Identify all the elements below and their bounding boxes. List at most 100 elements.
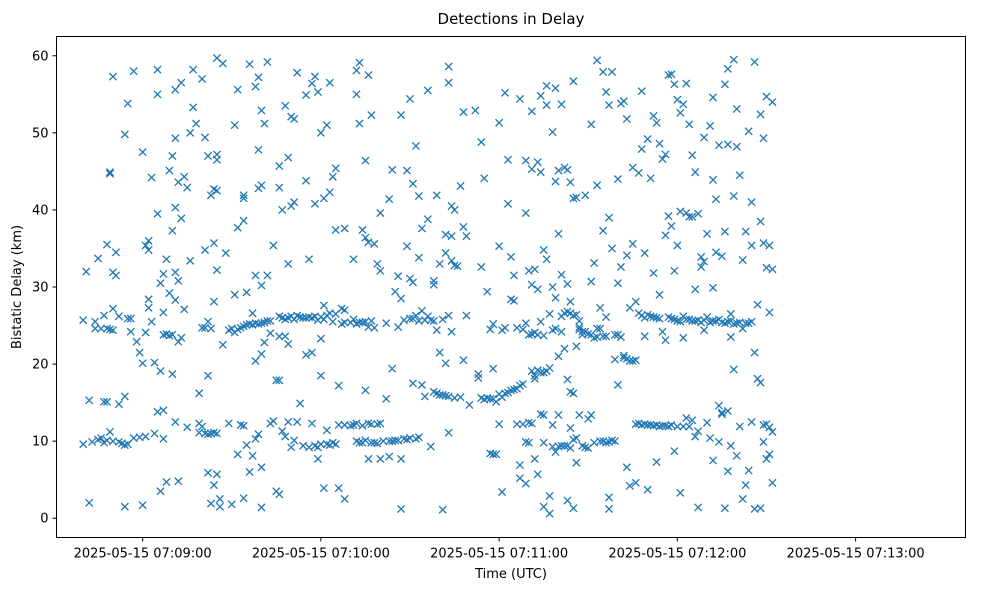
data-point xyxy=(174,477,183,486)
data-point xyxy=(628,356,637,366)
data-point xyxy=(301,313,311,322)
data-point xyxy=(230,121,239,130)
data-point xyxy=(685,120,694,129)
y-tick-label: 60 xyxy=(32,49,49,64)
data-point xyxy=(373,439,382,448)
data-point xyxy=(203,151,213,161)
data-point xyxy=(679,422,688,431)
data-point xyxy=(572,342,581,351)
data-point xyxy=(551,447,560,457)
data-point xyxy=(563,375,572,384)
data-point xyxy=(206,499,216,508)
data-point xyxy=(450,261,459,270)
data-point xyxy=(640,249,649,258)
data-point xyxy=(649,313,658,322)
data-point xyxy=(212,155,221,164)
data-point xyxy=(123,440,132,449)
data-point xyxy=(708,283,718,292)
data-point xyxy=(646,312,655,321)
data-point xyxy=(307,419,317,428)
data-point xyxy=(705,121,715,130)
data-point xyxy=(281,432,290,441)
data-point xyxy=(423,86,432,95)
data-point xyxy=(251,271,260,280)
data-point xyxy=(420,392,429,401)
data-point xyxy=(495,242,504,251)
data-point xyxy=(120,440,129,450)
data-point xyxy=(171,134,180,143)
data-point xyxy=(622,463,631,472)
data-point xyxy=(284,339,293,349)
data-point xyxy=(328,317,337,326)
data-point xyxy=(239,494,248,503)
data-point xyxy=(382,319,391,328)
data-point xyxy=(105,168,115,177)
data-point xyxy=(539,410,548,420)
data-point xyxy=(376,419,385,428)
data-point xyxy=(370,438,379,447)
data-point xyxy=(242,288,251,297)
x-tick-label: 2025-05-15 07:10:00 xyxy=(252,547,390,562)
data-point xyxy=(729,365,738,374)
data-point xyxy=(673,316,682,325)
data-point xyxy=(539,245,548,255)
data-point xyxy=(483,287,492,296)
data-point xyxy=(200,133,210,142)
data-point xyxy=(563,496,572,505)
data-point xyxy=(664,212,673,221)
data-point xyxy=(281,332,290,341)
data-point xyxy=(566,297,575,306)
data-point xyxy=(159,269,168,278)
data-point xyxy=(248,309,257,318)
data-point xyxy=(658,154,667,164)
data-point xyxy=(254,145,263,154)
data-point xyxy=(762,263,771,272)
data-point xyxy=(340,306,349,315)
data-point xyxy=(435,348,444,357)
data-point xyxy=(132,337,141,346)
data-point xyxy=(111,271,120,280)
data-point xyxy=(616,262,625,272)
data-point xyxy=(307,348,317,357)
markers-layer xyxy=(79,54,777,518)
data-point xyxy=(726,309,735,319)
data-point xyxy=(301,176,311,185)
data-point xyxy=(224,419,233,428)
data-point xyxy=(313,454,322,463)
data-point xyxy=(738,494,747,504)
data-point xyxy=(495,420,504,429)
data-point xyxy=(328,172,337,181)
data-point xyxy=(340,494,349,504)
data-point xyxy=(156,366,165,376)
data-point xyxy=(212,429,221,438)
data-point xyxy=(625,481,634,490)
data-point xyxy=(432,326,441,335)
data-point xyxy=(171,417,180,426)
data-point xyxy=(676,488,685,497)
data-point xyxy=(569,77,578,86)
data-point xyxy=(316,440,325,449)
data-point xyxy=(275,332,284,341)
data-point xyxy=(382,394,391,403)
data-point xyxy=(441,249,450,258)
data-point xyxy=(82,267,91,276)
data-point xyxy=(569,194,578,203)
data-point xyxy=(263,57,272,66)
data-point xyxy=(723,467,732,476)
data-point xyxy=(536,91,545,100)
data-point xyxy=(548,282,557,292)
data-point xyxy=(616,333,625,342)
data-point xyxy=(310,72,320,81)
data-point xyxy=(257,503,266,512)
data-point xyxy=(557,441,566,450)
data-point xyxy=(263,271,272,280)
data-point xyxy=(524,330,533,339)
data-point xyxy=(313,87,322,97)
data-point xyxy=(741,481,750,490)
data-point xyxy=(391,436,400,445)
data-point xyxy=(251,319,260,328)
data-point xyxy=(278,205,287,214)
data-point xyxy=(218,59,227,68)
data-point xyxy=(747,417,756,426)
data-point xyxy=(370,239,379,248)
